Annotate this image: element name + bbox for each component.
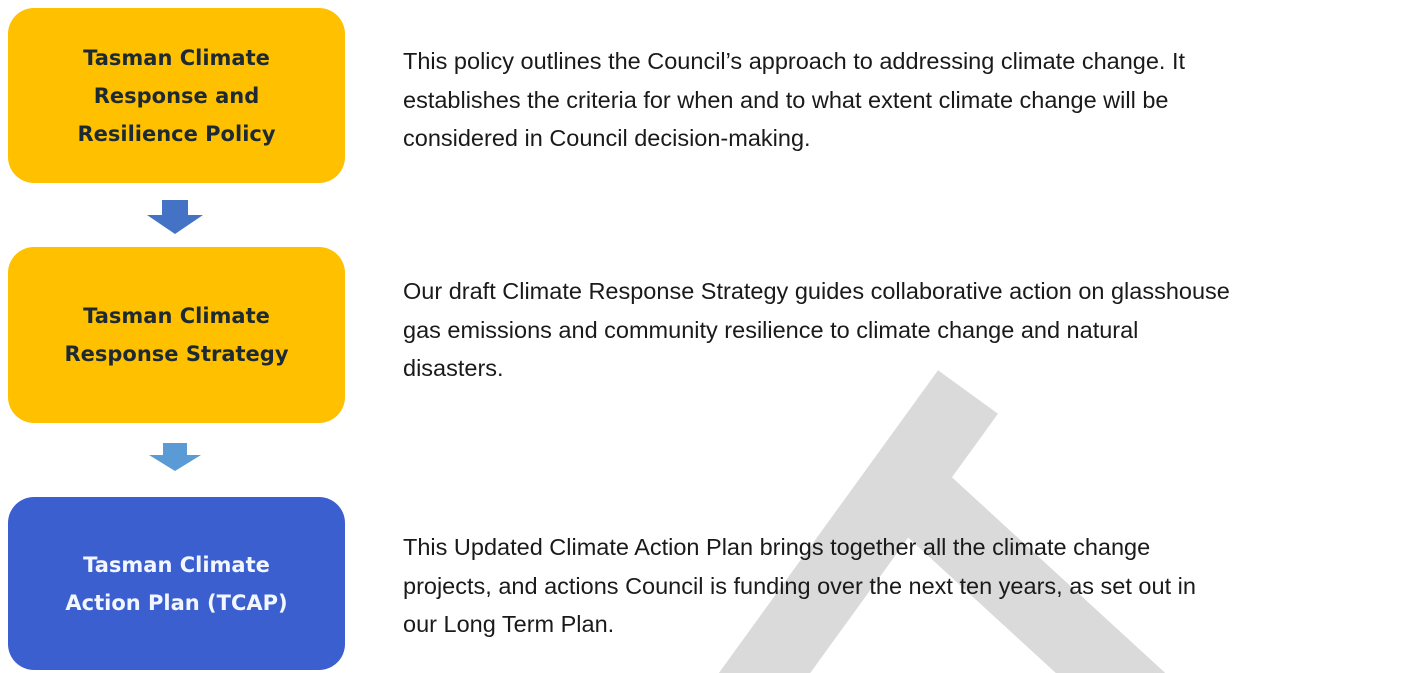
description-line: disasters. [403, 355, 504, 381]
watermark-stroke [718, 370, 998, 673]
description-line: projects, and actions Council is funding… [403, 572, 1196, 599]
node-label: Response and [93, 83, 260, 108]
node-box: Tasman Climate Action Plan (TCAP) [8, 497, 345, 670]
description-line: This policy outlines the Council’s appro… [403, 48, 1186, 74]
description: This Updated Climate Action Plan brings … [403, 528, 1196, 644]
node-box: Tasman Climate Response Strategy [8, 247, 345, 423]
description-line: considered in Council decision-making. [403, 125, 811, 151]
watermark [718, 370, 1166, 673]
node-label: Tasman Climate [83, 552, 270, 577]
watermark-stroke [872, 450, 1166, 673]
description: This policy outlines the Council’s appro… [403, 42, 1185, 158]
description-line: This Updated Climate Action Plan brings … [403, 534, 1151, 560]
node-label: Action Plan (TCAP) [65, 590, 288, 615]
description-line: gas emissions and community resilience t… [403, 316, 1139, 343]
node-box: Tasman Climate Response and Resilience Pol… [8, 8, 345, 183]
description-line: our Long Term Plan. [403, 611, 615, 637]
description-line: Our draft Climate Response Strategy guid… [403, 278, 1230, 304]
arrow [149, 443, 201, 471]
node-label: Tasman Climate [83, 304, 270, 328]
node-label: Resilience Policy [77, 121, 276, 146]
description: Our draft Climate Response Strategy guid… [403, 272, 1230, 388]
arrow [147, 200, 203, 234]
node-label: Response Strategy [64, 342, 289, 366]
node-label: Tasman Climate [83, 45, 270, 70]
description-line: establishes the criteria for when and to… [403, 86, 1169, 113]
